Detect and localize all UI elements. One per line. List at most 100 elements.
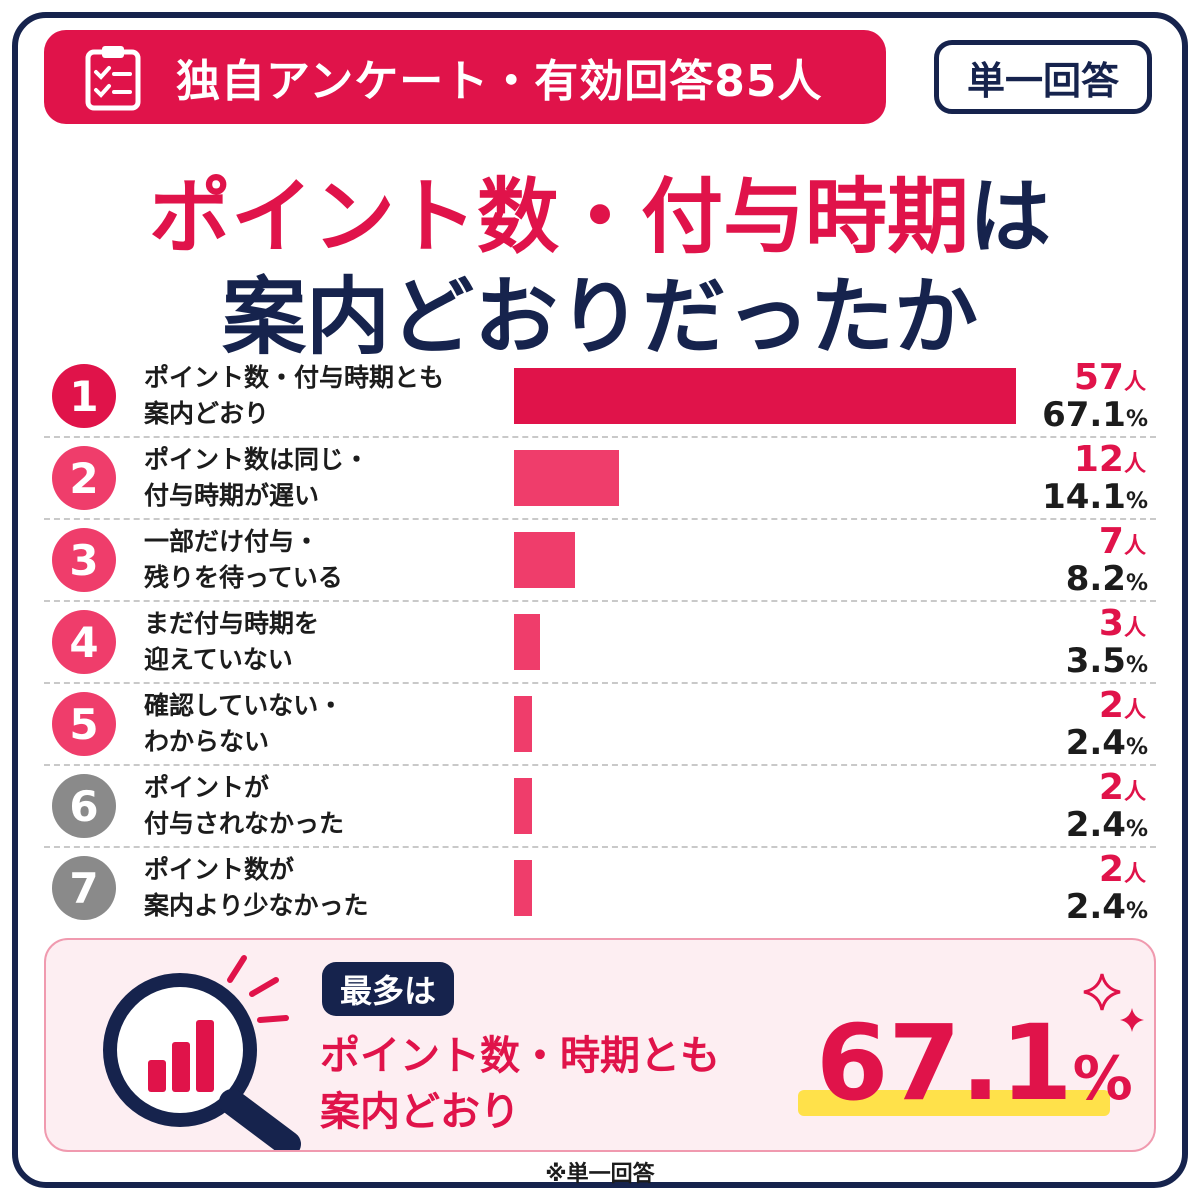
- survey-badge-text: 独自アンケート・有効回答85人: [176, 56, 823, 107]
- sparkle-icon: [1083, 973, 1144, 1032]
- row-separator: [44, 518, 1156, 520]
- magnifier-bar-chart-icon: [103, 955, 301, 1150]
- bar-label-line: 迎えていない: [144, 645, 293, 674]
- bar-label-line: まだ付与時期を: [144, 609, 320, 638]
- percent-label: 2.4%: [1066, 805, 1148, 845]
- percent-label: 14.1%: [1042, 477, 1148, 517]
- chart-row: 6 ポイントが付与されなかった 2人 2.4%: [44, 765, 1156, 847]
- chart-row: 5 確認していない・ わからない 2人 2.4%: [44, 683, 1156, 765]
- percent-label: 3.5%: [1066, 641, 1148, 681]
- chart-row: 7 ポイント数が 案内より少なかった 2人 2.4%: [44, 847, 1156, 929]
- count-unit: 人: [1123, 616, 1146, 641]
- count-label: 2人: [1099, 849, 1146, 890]
- rank-badge: 3: [52, 528, 116, 592]
- survey-badge: 独自アンケート・有効回答85人: [44, 30, 886, 124]
- bar-label-line: 案内より少なかった: [144, 891, 369, 920]
- bar-label: ポイント数・付与時期とも 案内どおり: [144, 355, 514, 437]
- percent-value: 2.4: [1065, 805, 1126, 845]
- bar-label: 一部だけ付与・ 残りを待っている: [144, 519, 514, 601]
- count-unit: 人: [1123, 534, 1146, 559]
- count-label: 3人: [1099, 603, 1146, 644]
- clipboard-check-icon: [85, 46, 141, 111]
- bar: [514, 778, 532, 834]
- answer-type-tag: 単一回答: [934, 40, 1152, 114]
- bar: [514, 614, 541, 670]
- count-unit: 人: [1123, 862, 1146, 887]
- percent-value: 2.4: [1065, 887, 1126, 927]
- bar: [514, 368, 1016, 424]
- percent-label: 8.2%: [1066, 559, 1148, 599]
- count-label: 2人: [1099, 767, 1146, 808]
- percent-label: 67.1%: [1042, 395, 1148, 435]
- chart-row: 3 一部だけ付与・ 残りを待っている 7人 8.2%: [44, 519, 1156, 601]
- percent-value: 8.2: [1065, 559, 1126, 599]
- chart-row: 4 まだ付与時期を 迎えていない 3人 3.5%: [44, 601, 1156, 683]
- count-value: 2: [1098, 685, 1124, 726]
- row-separator: [44, 682, 1156, 684]
- count-unit: 人: [1123, 452, 1146, 477]
- summary-text-line-2: 案内どおり: [320, 1089, 520, 1135]
- bar-label-line: 一部だけ付与・: [144, 527, 320, 556]
- count-value: 2: [1098, 849, 1124, 890]
- percent-unit: %: [1125, 817, 1148, 842]
- bar-label: ポイント数が案内より少なかった: [144, 847, 514, 929]
- count-value: 2: [1098, 767, 1124, 808]
- percent-unit: %: [1125, 653, 1148, 678]
- row-separator: [44, 846, 1156, 848]
- bar: [514, 450, 620, 506]
- summary-percent-value: 67.1: [816, 1002, 1073, 1124]
- summary-percent-unit: %: [1072, 1044, 1133, 1114]
- bar: [514, 696, 532, 752]
- bar-label-line: 付与されなかった: [144, 809, 345, 838]
- summary-box: 最多は ポイント数・時期とも 案内どおり 67.1%: [44, 938, 1156, 1152]
- bar-label-line: ポイント数は同じ・: [144, 445, 370, 474]
- percent-value: 14.1: [1042, 477, 1126, 517]
- bar-label-line: 確認していない・: [144, 691, 344, 720]
- count-value: 57: [1073, 357, 1124, 398]
- percent-unit: %: [1125, 899, 1148, 924]
- bar-label: 確認していない・ わからない: [144, 683, 514, 765]
- count-label: 7人: [1099, 521, 1146, 562]
- rank-badge: 6: [52, 774, 116, 838]
- bar-label-line: 案内どおり: [144, 399, 270, 428]
- summary-tag: 最多は: [322, 962, 455, 1016]
- bar-label: ポイントが付与されなかった: [144, 765, 514, 847]
- summary-highlight: [798, 1090, 1110, 1116]
- count-unit: 人: [1123, 780, 1146, 805]
- percent-unit: %: [1125, 735, 1148, 760]
- row-separator: [44, 764, 1156, 766]
- title-line-1-main: ポイント数・付与時期: [148, 170, 969, 265]
- count-label: 2人: [1099, 685, 1146, 726]
- bar-label-line: ポイント数・付与時期とも: [144, 363, 445, 392]
- percent-unit: %: [1125, 489, 1148, 514]
- count-label: 12人: [1074, 439, 1146, 480]
- percent-value: 3.5: [1065, 641, 1126, 681]
- percent-label: 2.4%: [1066, 887, 1148, 927]
- bar-label: ポイント数は同じ・ 付与時期が遅い: [144, 437, 514, 519]
- count-unit: 人: [1123, 698, 1146, 723]
- chart-row: 2 ポイント数は同じ・ 付与時期が遅い 12人 14.1%: [44, 437, 1156, 519]
- count-value: 12: [1073, 439, 1124, 480]
- bar-label-line: ポイントが: [144, 773, 270, 802]
- count-label: 57人: [1074, 357, 1146, 398]
- count-value: 7: [1098, 521, 1124, 562]
- title-line-2: 案内どおりだったか: [221, 268, 978, 366]
- summary-text-line-1: ポイント数・時期とも: [320, 1033, 720, 1079]
- rank-badge: 4: [52, 610, 116, 674]
- row-separator: [44, 600, 1156, 602]
- count-unit: 人: [1123, 370, 1146, 395]
- rank-badge: 2: [52, 446, 116, 510]
- percent-unit: %: [1125, 407, 1148, 432]
- title-line-1: ポイント数・付与時期は: [0, 150, 1200, 269]
- bar-label: まだ付与時期を 迎えていない: [144, 601, 514, 683]
- bar-label-line: 残りを待っている: [144, 563, 343, 592]
- title-line-1-suffix: は: [969, 170, 1052, 265]
- footer-note: ※単一回答: [545, 1162, 655, 1187]
- bar-label-line: ポイント数が: [144, 855, 295, 884]
- row-separator: [44, 436, 1156, 438]
- percent-label: 2.4%: [1066, 723, 1148, 763]
- bar-label-line: 付与時期が遅い: [144, 481, 320, 510]
- rank-badge: 5: [52, 692, 116, 756]
- bar-label-line: わからない: [144, 727, 270, 756]
- percent-value: 2.4: [1065, 723, 1126, 763]
